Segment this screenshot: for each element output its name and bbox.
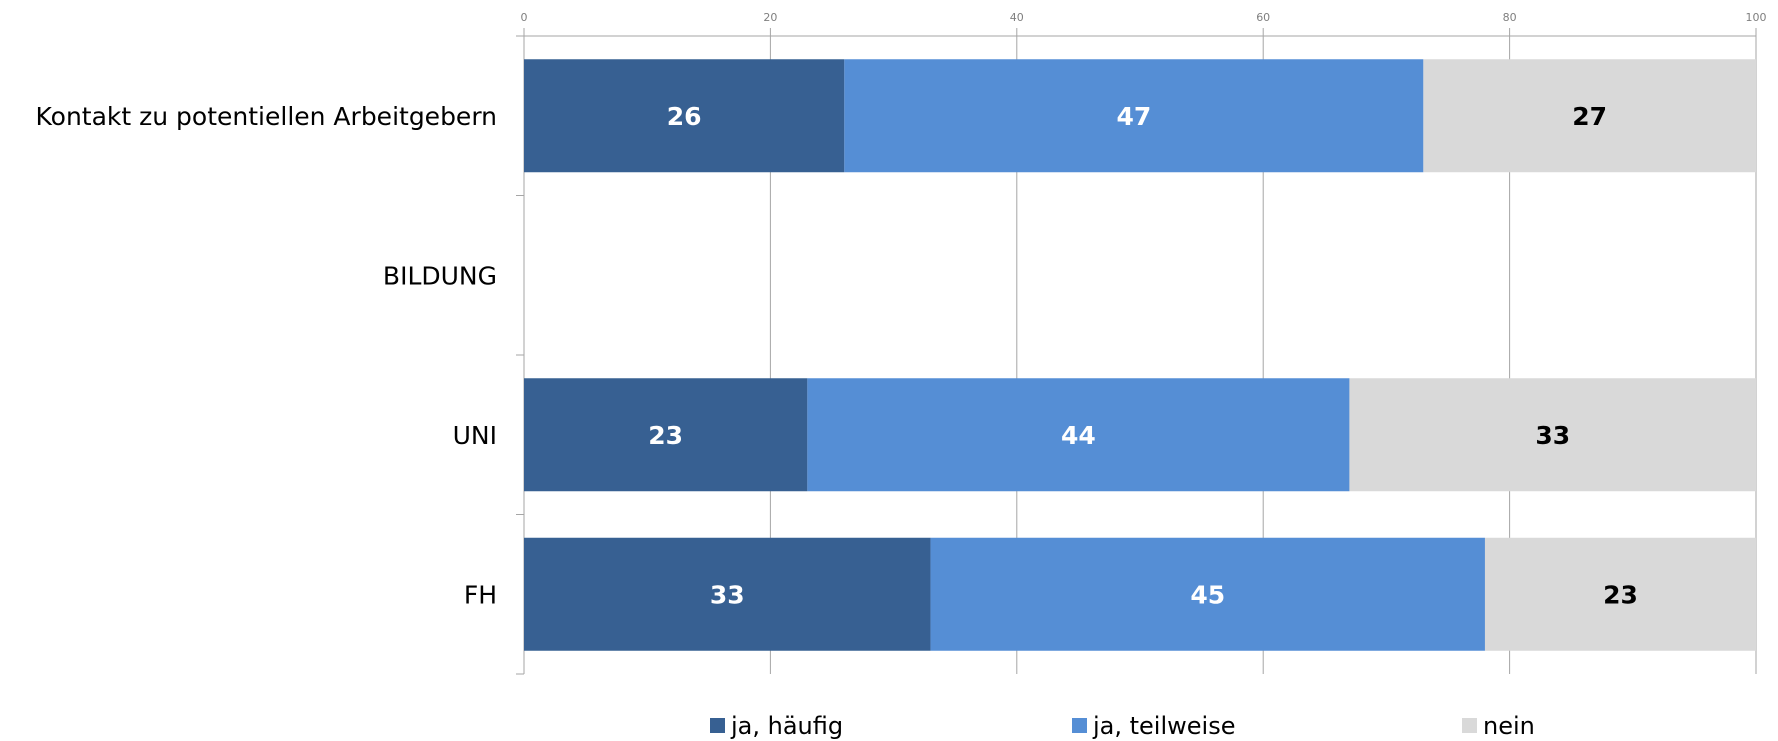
category-label: BILDUNG [383,261,497,290]
data-label: 44 [1061,421,1096,450]
bar-segment [524,378,808,492]
legend-swatch [1462,718,1477,733]
data-label: 27 [1572,102,1607,131]
legend-label: ja, teilweise [1092,712,1235,740]
data-label: 33 [710,580,745,609]
data-label: 26 [667,102,702,131]
tick-label-0: 0 [521,11,528,24]
data-label: 23 [1603,580,1638,609]
tick-label-100: 100 [1746,11,1767,24]
bars [524,59,1756,651]
bar-segment [844,59,1424,173]
category-label: FH [464,580,497,609]
data-label: 45 [1190,580,1225,609]
legend-swatch [710,718,725,733]
tick-label-20: 20 [763,11,777,24]
data-label: 33 [1535,421,1570,450]
category-label: UNI [453,421,497,450]
tick-label-40: 40 [1010,11,1024,24]
bar-segment [1423,59,1756,173]
legend-label: ja, häufig [730,712,843,740]
data-label: 47 [1116,102,1151,131]
category-labels: Kontakt zu potentiellen Arbeitgebern BILD… [36,102,498,610]
bar-segment [807,378,1350,492]
bar-segment [1349,378,1756,492]
x-tick-labels: 0 20 40 60 80 100 [521,11,1767,24]
data-labels: 26 47 27 23 44 33 33 45 23 [648,102,1638,610]
legend: ja, häufig ja, teilweise nein [710,712,1535,740]
bar-segment [930,537,1485,651]
bar-segment [524,537,931,651]
bar-segment [524,59,845,173]
category-label: Kontakt zu potentiellen Arbeitgebern [36,102,498,131]
tick-label-80: 80 [1503,11,1517,24]
bar-segment [1484,537,1756,651]
data-label: 23 [648,421,683,450]
legend-label: nein [1483,712,1535,740]
legend-swatch [1072,718,1087,733]
tick-label-60: 60 [1256,11,1270,24]
